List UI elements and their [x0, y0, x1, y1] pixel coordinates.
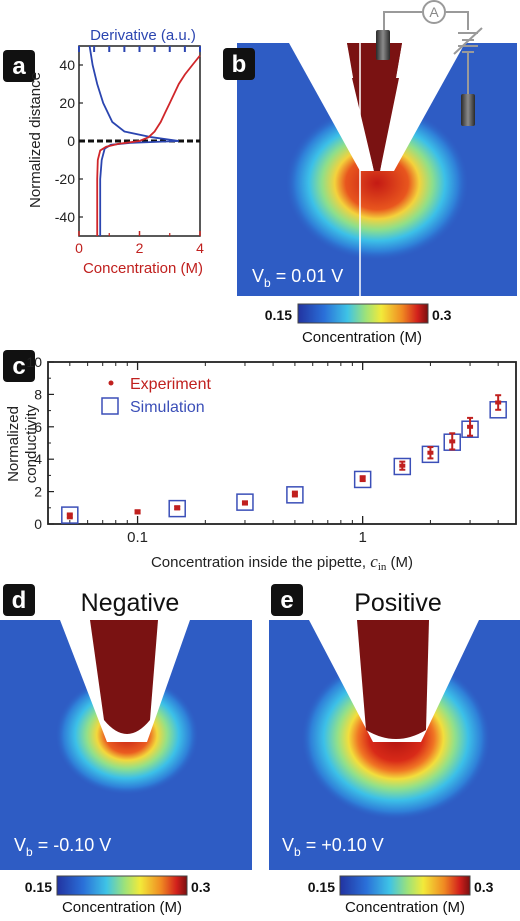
panel-c-y-label: Normalized [5, 406, 22, 482]
experiment-point [241, 500, 248, 506]
panel-a-x-tick-label: 2 [136, 240, 144, 256]
panel-a-x-tick-label: 0 [75, 240, 83, 256]
panel-c-y-tick-label: 0 [34, 516, 42, 532]
panel-c-y-tick-label: 4 [34, 451, 42, 467]
panel-d-simulation [0, 620, 252, 870]
ammeter-icon [422, 0, 446, 24]
panel-e-title: Positive [354, 589, 442, 617]
panel-c-experiment-points [66, 394, 502, 520]
panel-e-colorbar-max: 0.3 [474, 879, 494, 895]
panel-b: b A Vb = 0.01 V 0.15 0.3 Concentration (… [223, 0, 517, 346]
badge-c [3, 350, 35, 382]
battery-icon [453, 27, 483, 55]
experiment-point [427, 446, 434, 460]
legend-simulation-marker [101, 397, 119, 415]
panel-b-colorbar-label: Concentration (M) [302, 329, 422, 346]
panel-a-bottom-ticks: 0 2 4 [75, 231, 204, 256]
experiment-point [134, 509, 141, 515]
panel-c-y-label-2: conductivity [23, 404, 40, 483]
panel-e-colorbar-label: Concentration (M) [345, 899, 465, 916]
panel-a-y-tick-label: 40 [59, 57, 75, 73]
panel-c-y-tick-label: 2 [34, 484, 42, 500]
badge-d [3, 584, 35, 616]
panel-e-colorbar [339, 875, 471, 896]
panel-c-x-tick-label: 1 [358, 529, 366, 546]
panel-c-y-tick-label: 6 [34, 419, 42, 435]
panel-b-colorbar [297, 303, 429, 324]
panel-b-colorbar-min: 0.15 [265, 307, 292, 323]
panel-d-title: Negative [81, 589, 180, 617]
panel-a: a Derivative (a.u.) Normalized distance … [3, 27, 204, 277]
electrode-left-icon [376, 30, 390, 60]
experiment-point [291, 490, 298, 498]
panel-a-derivative-curve [88, 45, 179, 236]
experiment-point [359, 475, 366, 483]
panel-a-concentration-curve [96, 54, 201, 236]
panel-d-colorbar-label: Concentration (M) [62, 899, 182, 916]
panel-b-arrow-head [355, 14, 365, 26]
panel-b-circuit [383, 11, 469, 94]
simulation-point [353, 470, 372, 489]
simulation-point [61, 506, 79, 524]
experiment-point [66, 512, 73, 520]
badge-d-text: d [12, 587, 27, 614]
panel-e-voltage-label: Vb = +0.10 V [282, 835, 384, 859]
panel-a-y-tick-label: -40 [55, 209, 75, 225]
simulation-point [286, 486, 304, 504]
badge-e-text: e [280, 587, 293, 614]
electrode-right-icon [461, 94, 475, 126]
ammeter-symbol: A [429, 4, 439, 20]
panel-d-colorbar [56, 875, 188, 896]
experiment-point [495, 394, 502, 411]
badge-c-text: c [12, 353, 25, 380]
badge-b [223, 48, 255, 80]
panel-c-x-tick-label: 0.1 [127, 529, 148, 546]
legend-experiment-label: Experiment [130, 376, 211, 393]
panel-e: e Positive Vb = +0.10 V 0.15 0.3 Concent… [269, 584, 520, 916]
panel-d-colorbar-max: 0.3 [191, 879, 211, 895]
simulation-point [168, 499, 186, 518]
panel-c-y-tick-label: 8 [34, 386, 42, 402]
panel-a-top-axis-label: Derivative (a.u.) [90, 27, 196, 44]
panel-a-y-label: Normalized distance [27, 72, 44, 208]
panel-c-x-label: Concentration inside the pipette, cin (M… [151, 552, 413, 573]
panel-c-frame [47, 361, 517, 525]
panel-a-x-tick-label: 4 [196, 240, 204, 256]
legend-experiment-marker [108, 380, 114, 386]
badge-a-text: a [12, 53, 26, 80]
panel-b-voltage-label: Vb = 0.01 V [252, 266, 343, 290]
badge-b-text: b [232, 51, 247, 78]
simulation-point [236, 493, 254, 511]
badge-a [3, 50, 35, 82]
panel-a-x-label: Concentration (M) [83, 260, 203, 277]
panel-c-y-tick-label: 10 [26, 354, 42, 370]
experiment-point [449, 432, 456, 451]
experiment-point [174, 505, 181, 511]
experiment-point [399, 460, 406, 471]
simulation-point [393, 457, 412, 476]
panel-b-colorbar-max: 0.3 [432, 307, 452, 323]
panel-c-simulation-points [61, 401, 507, 524]
panel-e-simulation [269, 620, 520, 870]
panel-c: c Normalized conductivity 0 2 4 6 8 10 0.1 1 Ex… [3, 350, 517, 573]
panel-c-axes: 0 2 4 6 8 10 0.1 1 [26, 354, 499, 546]
legend-simulation-label: Simulation [130, 399, 205, 416]
badge-e [271, 584, 303, 616]
panel-a-y-tick-label: 0 [67, 133, 75, 149]
panel-e-colorbar-min: 0.15 [308, 879, 335, 895]
panel-d: d Negative Vb = -0.10 V 0.15 0.3 Concent… [0, 584, 252, 916]
panel-d-colorbar-min: 0.15 [25, 879, 52, 895]
experiment-point [467, 416, 474, 437]
panel-a-top-ticks [78, 46, 201, 52]
panel-b-simulation [237, 43, 517, 296]
panel-a-y-tick-label: -20 [55, 171, 75, 187]
panel-d-voltage-label: Vb = -0.10 V [14, 835, 111, 859]
panel-a-y-tick-label: 20 [59, 95, 75, 111]
